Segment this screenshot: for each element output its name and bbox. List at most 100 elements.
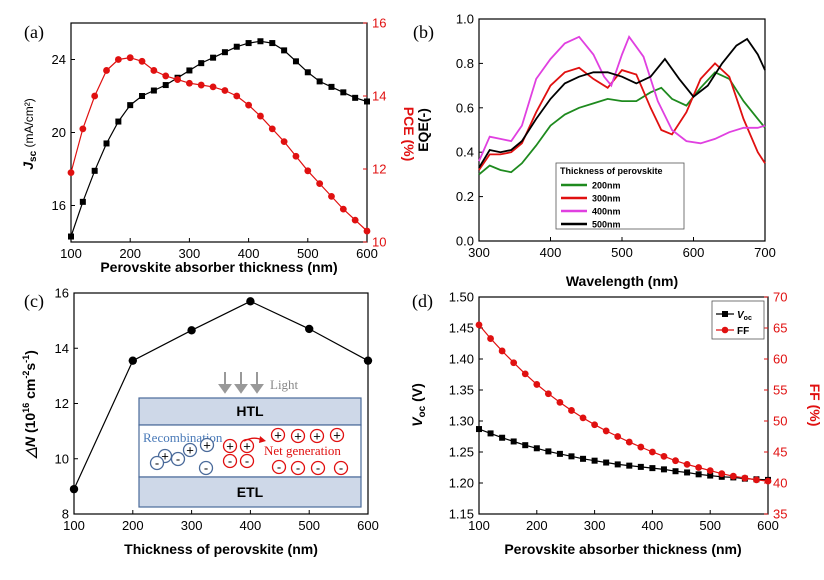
data-point-circle xyxy=(753,476,760,484)
data-point-circle xyxy=(174,76,181,83)
data-point-circle xyxy=(69,484,79,494)
data-point-circle xyxy=(544,390,552,398)
y-right-tick-label: 35 xyxy=(773,507,787,522)
panel-d-xlabel: Perovskite absorber thickness (nm) xyxy=(504,541,741,557)
panel-b-legend-items: 200nm 300nm 400nm 500nm xyxy=(561,181,621,230)
data-point-circle xyxy=(556,399,564,406)
x-tick-label: 700 xyxy=(754,245,776,260)
electron-generated xyxy=(310,460,326,476)
panel-a-ylabel-right: PCE (%) xyxy=(401,107,417,161)
electron-recombining-sign: - xyxy=(204,461,208,476)
data-point-square xyxy=(91,167,98,174)
electron-generated-sign: - xyxy=(228,454,232,469)
panel-d-legend-box xyxy=(711,300,765,340)
panel-c-xlabel: Thickness of perovskite (nm) xyxy=(124,541,318,557)
light-arrows xyxy=(218,372,264,394)
data-point-square xyxy=(198,60,205,67)
data-point-square xyxy=(186,67,193,74)
legend-ff-label: FF xyxy=(737,326,749,337)
data-point-circle xyxy=(741,474,749,482)
y-tick-label: 1.45 xyxy=(449,321,474,336)
y-tick-label: 8 xyxy=(62,507,69,522)
panel-c-ylabel-sup2: -2 xyxy=(21,371,31,379)
hole-generated-sign: + xyxy=(226,439,234,454)
data-point-square xyxy=(340,89,347,96)
panel-a-ylabel-sub: sc xyxy=(28,150,39,162)
data-point-circle xyxy=(162,72,170,80)
data-point-circle xyxy=(521,370,529,378)
y-tick-label: 1.40 xyxy=(449,352,474,367)
hole-generated xyxy=(222,438,238,454)
data-point-square xyxy=(352,94,359,101)
data-point-square xyxy=(707,472,714,479)
data-point-square xyxy=(533,445,540,452)
panel-c-ylabel-d: s xyxy=(22,363,38,371)
x-tick-label: 100 xyxy=(60,246,82,261)
panel-c-ylabel-c: cm xyxy=(22,379,38,403)
data-point-circle xyxy=(197,81,205,89)
data-point-square xyxy=(684,469,691,476)
electron-generated xyxy=(333,460,349,476)
hole-generated xyxy=(290,428,306,444)
hole-generated xyxy=(270,427,286,443)
y-tick-label: 0.2 xyxy=(456,189,474,204)
series-line-ff xyxy=(478,324,769,482)
data-point-circle xyxy=(316,180,324,188)
x-tick-label: 500 xyxy=(611,245,633,260)
panel-d-ylabel-unit: (V) xyxy=(409,383,425,406)
data-point-square xyxy=(221,49,228,56)
data-point-circle xyxy=(138,57,146,65)
panel-d-ylabel-main: V xyxy=(409,416,425,427)
legend-voc-label: Voc xyxy=(737,310,752,322)
y-tick-label: 1.0 xyxy=(456,12,474,27)
data-point-circle xyxy=(498,347,506,355)
hole-generated-sign: + xyxy=(333,428,341,443)
data-point-circle xyxy=(114,56,122,63)
data-point-circle xyxy=(233,92,241,100)
panel-a-ylabel-main: J xyxy=(20,161,36,170)
x-tick-label: 600 xyxy=(683,245,705,260)
x-tick-label: 400 xyxy=(540,245,562,260)
htl-layer xyxy=(138,397,362,426)
x-tick-label: 500 xyxy=(699,518,721,533)
x-tick-label: 300 xyxy=(584,518,606,533)
panel-a-ylabel-unit: (mA/cm²) xyxy=(22,98,36,151)
data-point-square xyxy=(672,468,679,475)
y-right-tick-label: 45 xyxy=(773,445,787,460)
data-point-square xyxy=(695,471,702,478)
electron-generated xyxy=(222,453,238,469)
series-line-500nm xyxy=(478,37,766,169)
y-tick-label: 20 xyxy=(52,125,66,140)
panel-a-axes: 100 200 300 400 500 600 16 20 24 10 12 14 16 xyxy=(52,16,387,262)
y-tick-label: 1.25 xyxy=(449,445,474,460)
data-point-square xyxy=(364,98,370,105)
data-point-circle xyxy=(187,326,196,335)
panel-a: (a) 100 200 300 400 500 600 16 20 24 10 12 14 16 Per… xyxy=(20,16,417,276)
data-point-circle xyxy=(764,477,772,485)
data-point-square xyxy=(210,54,217,61)
data-point-square xyxy=(328,83,335,90)
y-tick-label: 1.30 xyxy=(449,414,474,429)
y-right-tick-label: 12 xyxy=(372,162,386,177)
legend-label-400nm: 400nm xyxy=(592,207,621,217)
panel-c-ylabel-sup1: 16 xyxy=(21,403,31,413)
net-generation-label: Net generation xyxy=(264,443,341,458)
data-point-square xyxy=(103,140,110,147)
electron-generated-sign: - xyxy=(316,461,320,476)
data-point-square xyxy=(660,466,667,473)
y-tick-label: 16 xyxy=(52,198,66,213)
x-tick-label: 300 xyxy=(181,518,203,533)
x-tick-label: 400 xyxy=(240,518,262,533)
data-point-circle xyxy=(186,79,193,87)
hole-recombining-sign: + xyxy=(186,443,194,458)
data-point-circle xyxy=(614,433,622,440)
data-point-circle xyxy=(363,356,373,365)
data-point-circle xyxy=(304,167,312,175)
data-point-square xyxy=(292,58,299,65)
data-point-square xyxy=(316,78,323,85)
data-point-circle xyxy=(305,324,314,334)
panel-d-label: (d) xyxy=(412,291,433,312)
x-tick-label: 200 xyxy=(526,518,548,533)
y-right-tick-label: 50 xyxy=(773,414,787,429)
data-point-circle xyxy=(695,464,703,471)
